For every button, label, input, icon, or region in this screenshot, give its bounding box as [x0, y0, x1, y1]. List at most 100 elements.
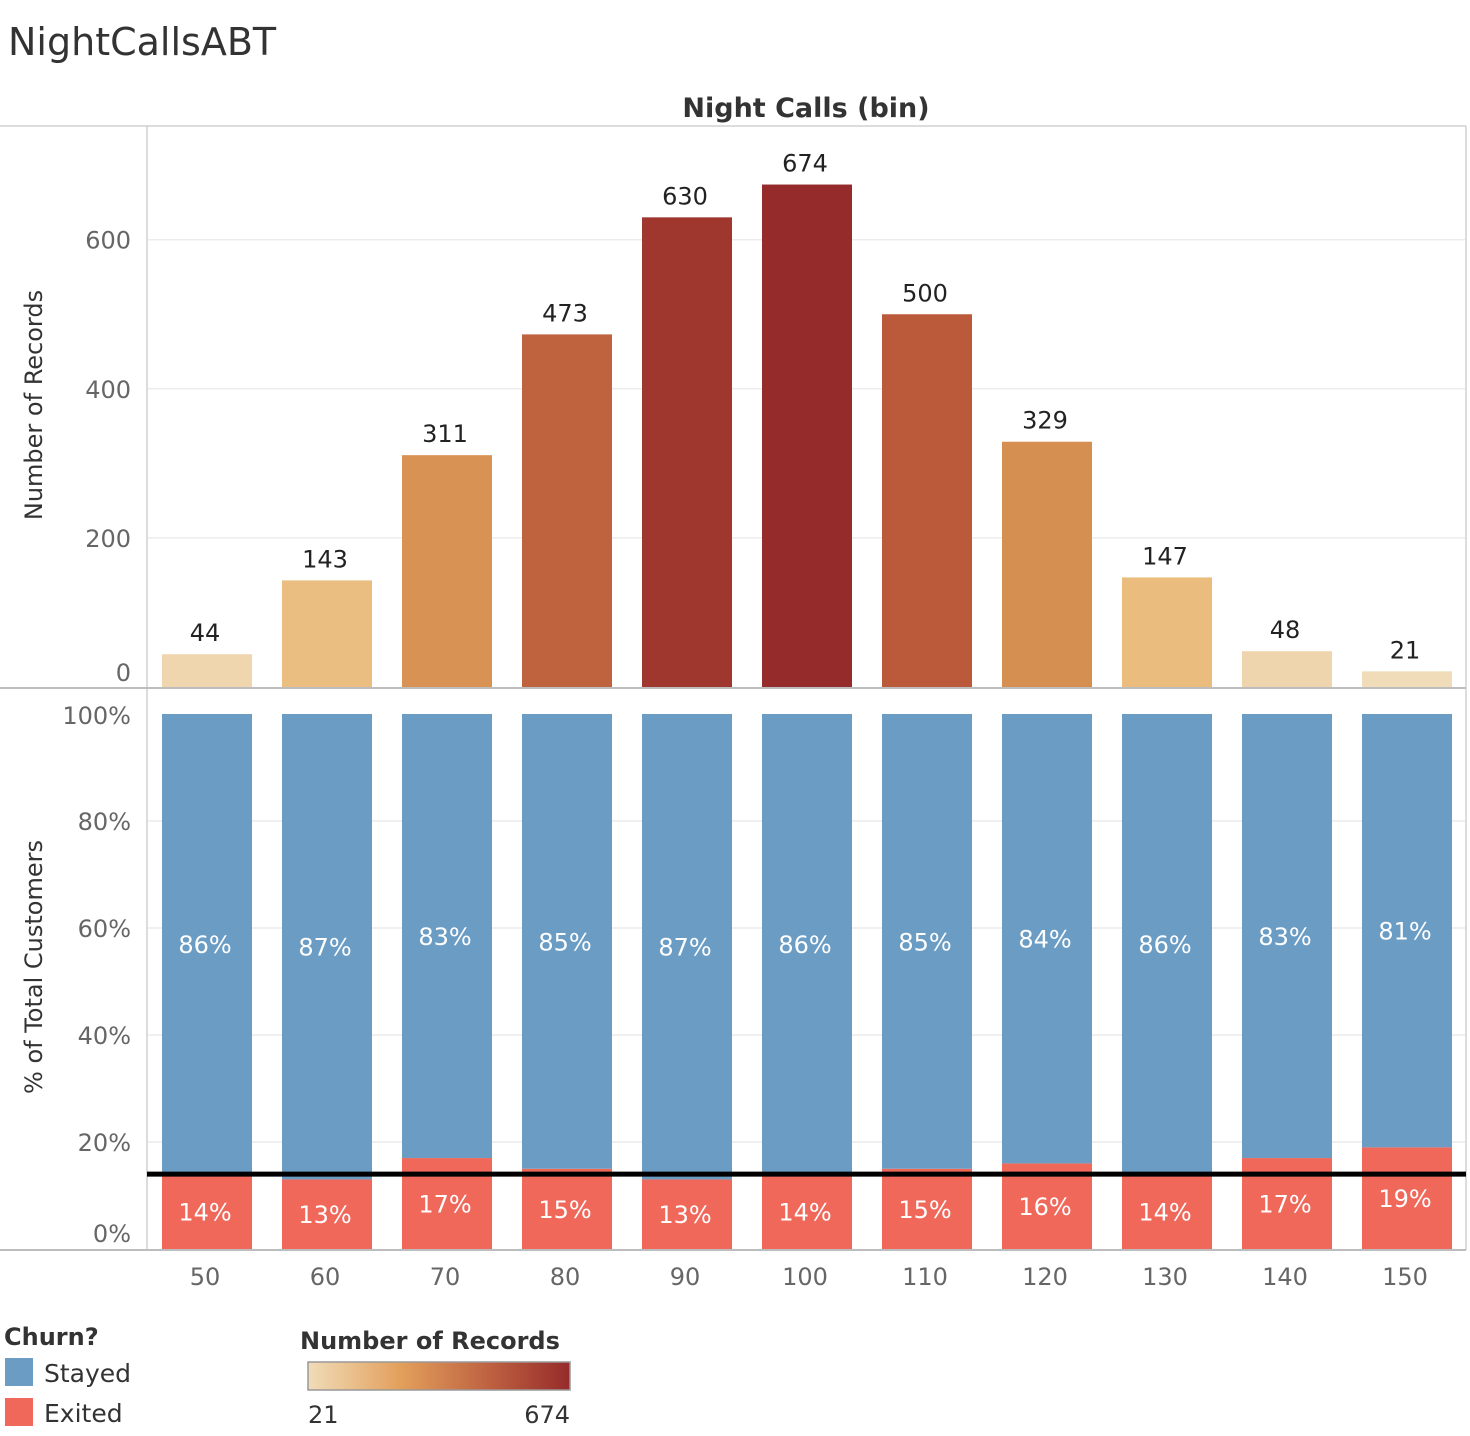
exited-bar-segment [282, 1179, 372, 1249]
stayed-swatch [5, 1358, 33, 1386]
records-value-label: 143 [302, 545, 348, 573]
stayed-percent-label: 87% [298, 934, 351, 962]
exited-percent-label: 15% [538, 1196, 591, 1224]
records-bar [402, 455, 492, 687]
exited-percent-label: 19% [1378, 1185, 1431, 1213]
records-bar [162, 654, 252, 687]
stayed-percent-label: 83% [1258, 923, 1311, 951]
stayed-bar-segment [522, 714, 612, 1169]
stayed-percent-label: 86% [178, 931, 231, 959]
stayed-bar-segment [402, 714, 492, 1159]
bottom-y-tick-label: 80% [78, 808, 131, 836]
records-value-label: 311 [422, 420, 468, 448]
records-value-label: 48 [1270, 616, 1301, 644]
stayed-percent-label: 85% [538, 928, 591, 956]
records-value-label: 674 [782, 150, 828, 178]
x-tick-label: 80 [550, 1263, 581, 1291]
exited-percent-label: 13% [658, 1201, 711, 1229]
bottom-y-tick-label: 0% [93, 1220, 131, 1248]
x-tick-label: 110 [902, 1263, 948, 1291]
records-bar [882, 314, 972, 687]
exited-percent-label: 14% [1138, 1199, 1191, 1227]
bottom-y-ticks: 0% 20% 40% 60% 80% 100% [62, 702, 131, 1248]
exited-percent-label: 17% [1258, 1191, 1311, 1219]
x-tick-label: 130 [1142, 1263, 1188, 1291]
bottom-y-tick-label: 20% [78, 1129, 131, 1157]
stayed-bar-segment [1242, 714, 1332, 1159]
x-tick-label: 90 [670, 1263, 701, 1291]
exited-swatch [5, 1398, 33, 1426]
records-value-labels: 44 143 311 473 630 674 500 329 147 48 21 [190, 150, 1421, 665]
records-value-label: 473 [542, 299, 588, 327]
records-value-label: 630 [662, 182, 708, 210]
stayed-legend-label: Stayed [44, 1359, 131, 1388]
stayed-percent-label: 85% [898, 928, 951, 956]
top-y-tick-label: 600 [85, 227, 131, 255]
bottom-y-axis-title: % of Total Customers [20, 840, 48, 1094]
exited-bar-segment [642, 1179, 732, 1249]
stayed-bar-segment [642, 714, 732, 1180]
stayed-bar-segment [282, 714, 372, 1180]
exited-bar-segment [1122, 1174, 1212, 1249]
exited-percent-label: 16% [1018, 1193, 1071, 1221]
stayed-percent-label: 86% [778, 931, 831, 959]
x-axis-tick-labels: 50 60 70 80 90 100 110 120 130 140 150 [190, 1263, 1428, 1291]
records-gradient-bar [307, 1361, 571, 1391]
bottom-y-tick-label: 40% [78, 1022, 131, 1050]
exited-bar-segment [162, 1174, 252, 1249]
exited-percent-label: 17% [418, 1191, 471, 1219]
sheet-title: NightCallsABT [8, 20, 277, 64]
column-header: Night Calls (bin) [682, 93, 929, 124]
top-y-tick-label: 400 [85, 376, 131, 404]
stayed-bar-segment [162, 714, 252, 1175]
exited-legend-label: Exited [44, 1399, 123, 1428]
exited-bar-segment [1002, 1163, 1092, 1249]
x-tick-label: 140 [1262, 1263, 1308, 1291]
x-tick-label: 120 [1022, 1263, 1068, 1291]
records-value-label: 44 [190, 619, 221, 647]
records-bar [1242, 651, 1332, 687]
stayed-bar-segment [1122, 714, 1212, 1175]
exited-bar-segment [522, 1168, 612, 1249]
stayed-percent-label: 84% [1018, 926, 1071, 954]
stayed-bar-segment [882, 714, 972, 1169]
exited-bar-segment [762, 1174, 852, 1249]
records-bar [282, 580, 372, 687]
exited-percent-label: 14% [178, 1199, 231, 1227]
bottom-y-tick-label: 60% [78, 915, 131, 943]
churn-legend-title: Churn? [4, 1323, 99, 1351]
x-tick-label: 150 [1382, 1263, 1428, 1291]
records-bar [1362, 671, 1452, 687]
records-bars [162, 184, 1452, 687]
top-y-axis-title: Number of Records [20, 290, 48, 520]
stayed-percent-label: 86% [1138, 931, 1191, 959]
stayed-percent-label: 81% [1378, 918, 1431, 946]
records-bar [1002, 441, 1092, 687]
records-legend-title: Number of Records [300, 1327, 560, 1355]
x-tick-label: 70 [430, 1263, 461, 1291]
stayed-percent-label: 87% [658, 934, 711, 962]
stayed-bar-segment [762, 714, 852, 1175]
top-y-ticks: 0 200 400 600 [85, 227, 131, 687]
records-value-label: 21 [1390, 636, 1421, 664]
stayed-bar-segment [1362, 714, 1452, 1148]
exited-percent-label: 13% [298, 1201, 351, 1229]
records-value-label: 147 [1142, 542, 1188, 570]
x-tick-label: 50 [190, 1263, 221, 1291]
exited-bar-segment [1362, 1147, 1452, 1249]
records-legend-max: 674 [524, 1401, 570, 1429]
records-value-label: 500 [902, 279, 948, 307]
records-value-label: 329 [1022, 407, 1068, 435]
top-y-tick-label: 200 [85, 525, 131, 553]
x-tick-label: 100 [782, 1263, 828, 1291]
exited-percent-label: 14% [778, 1199, 831, 1227]
records-bar [762, 184, 852, 687]
top-y-tick-label: 0 [116, 659, 131, 687]
exited-bar-segment [882, 1168, 972, 1249]
stayed-percent-label: 83% [418, 923, 471, 951]
churn-percent-labels: 86% 14% 87% 13% 83% 17% 85% 15% 87% 13% 86% 14% 85% 1… [178, 918, 1431, 1230]
records-bar [642, 217, 732, 687]
exited-percent-label: 15% [898, 1196, 951, 1224]
records-bar [1122, 577, 1212, 687]
